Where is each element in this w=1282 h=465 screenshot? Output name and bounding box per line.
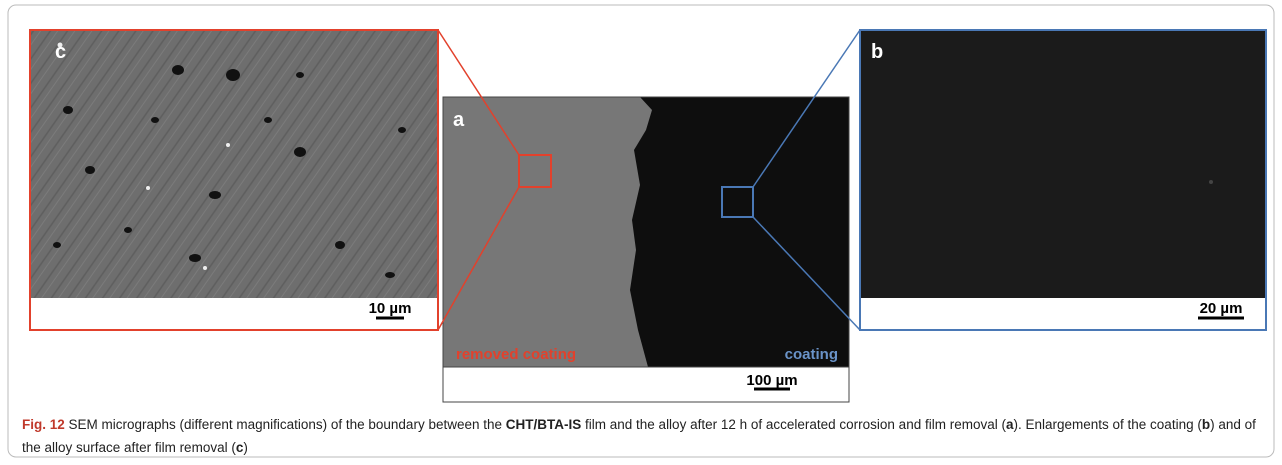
micrograph (861, 30, 1265, 298)
caption-text: film and the alloy after 12 h of acceler… (581, 417, 1006, 432)
panel-c: c 10 µm (30, 30, 438, 330)
panel-a: a removed coating coating 100 µm (443, 97, 849, 402)
region-label: removed coating (456, 346, 576, 363)
panel-b: b 20 µm (860, 30, 1266, 330)
figure: c 10 µm a removed coating coating 100 µm… (0, 0, 1282, 465)
speck (1209, 180, 1213, 184)
panel-label: a (453, 109, 465, 131)
figure-label: Fig. 12 (22, 417, 65, 432)
panel-label: b (871, 41, 883, 63)
region-label: coating (785, 346, 838, 363)
scale-label: 100 µm (746, 372, 797, 389)
caption-text: ) (243, 440, 248, 455)
caption: Fig. 12 SEM micrographs (different magni… (22, 413, 1267, 459)
scale-label: 20 µm (1200, 300, 1243, 317)
caption-text: ). Enlargements of the coating ( (1013, 417, 1201, 432)
alloy-region (443, 97, 652, 367)
scale-label: 10 µm (369, 300, 412, 317)
caption-text: b (1202, 417, 1210, 432)
caption-text: CHT/BTA-IS (506, 417, 582, 432)
panel-label: c (55, 41, 66, 63)
caption-text: SEM micrographs (different magnification… (65, 417, 506, 432)
